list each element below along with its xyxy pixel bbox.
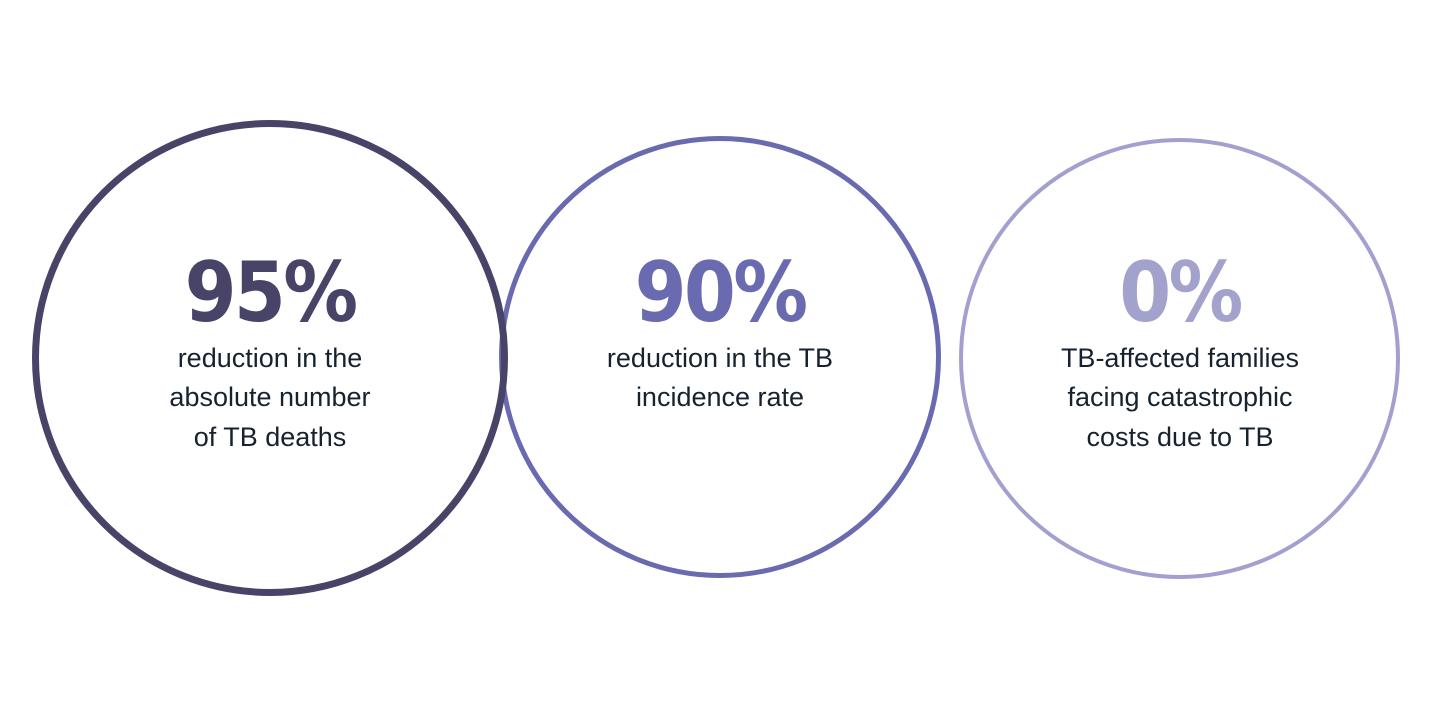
stat-caption-tb-incidence: reduction in the TB incidence rate: [606, 343, 834, 413]
stat-value-tb-deaths: 95%: [184, 244, 358, 341]
stat-value-catastrophic-costs: 0%: [1119, 244, 1243, 341]
circle-outline-catastrophic-costs: [959, 138, 1400, 579]
stat-value-tb-incidence: 90%: [634, 244, 808, 341]
stat-caption-catastrophic-costs: TB-affected families facing catastrophic…: [1060, 343, 1300, 452]
circle-outline-tb-deaths: [32, 120, 508, 596]
stat-block-tb-incidence: 90% reduction in the TB incidence rate: [510, 244, 930, 418]
stat-caption-tb-deaths: reduction in the absolute number of TB d…: [169, 343, 371, 452]
stat-block-tb-deaths: 95% reduction in the absolute number of …: [60, 244, 480, 457]
stat-block-catastrophic-costs: 0% TB-affected families facing catastrop…: [970, 244, 1390, 457]
